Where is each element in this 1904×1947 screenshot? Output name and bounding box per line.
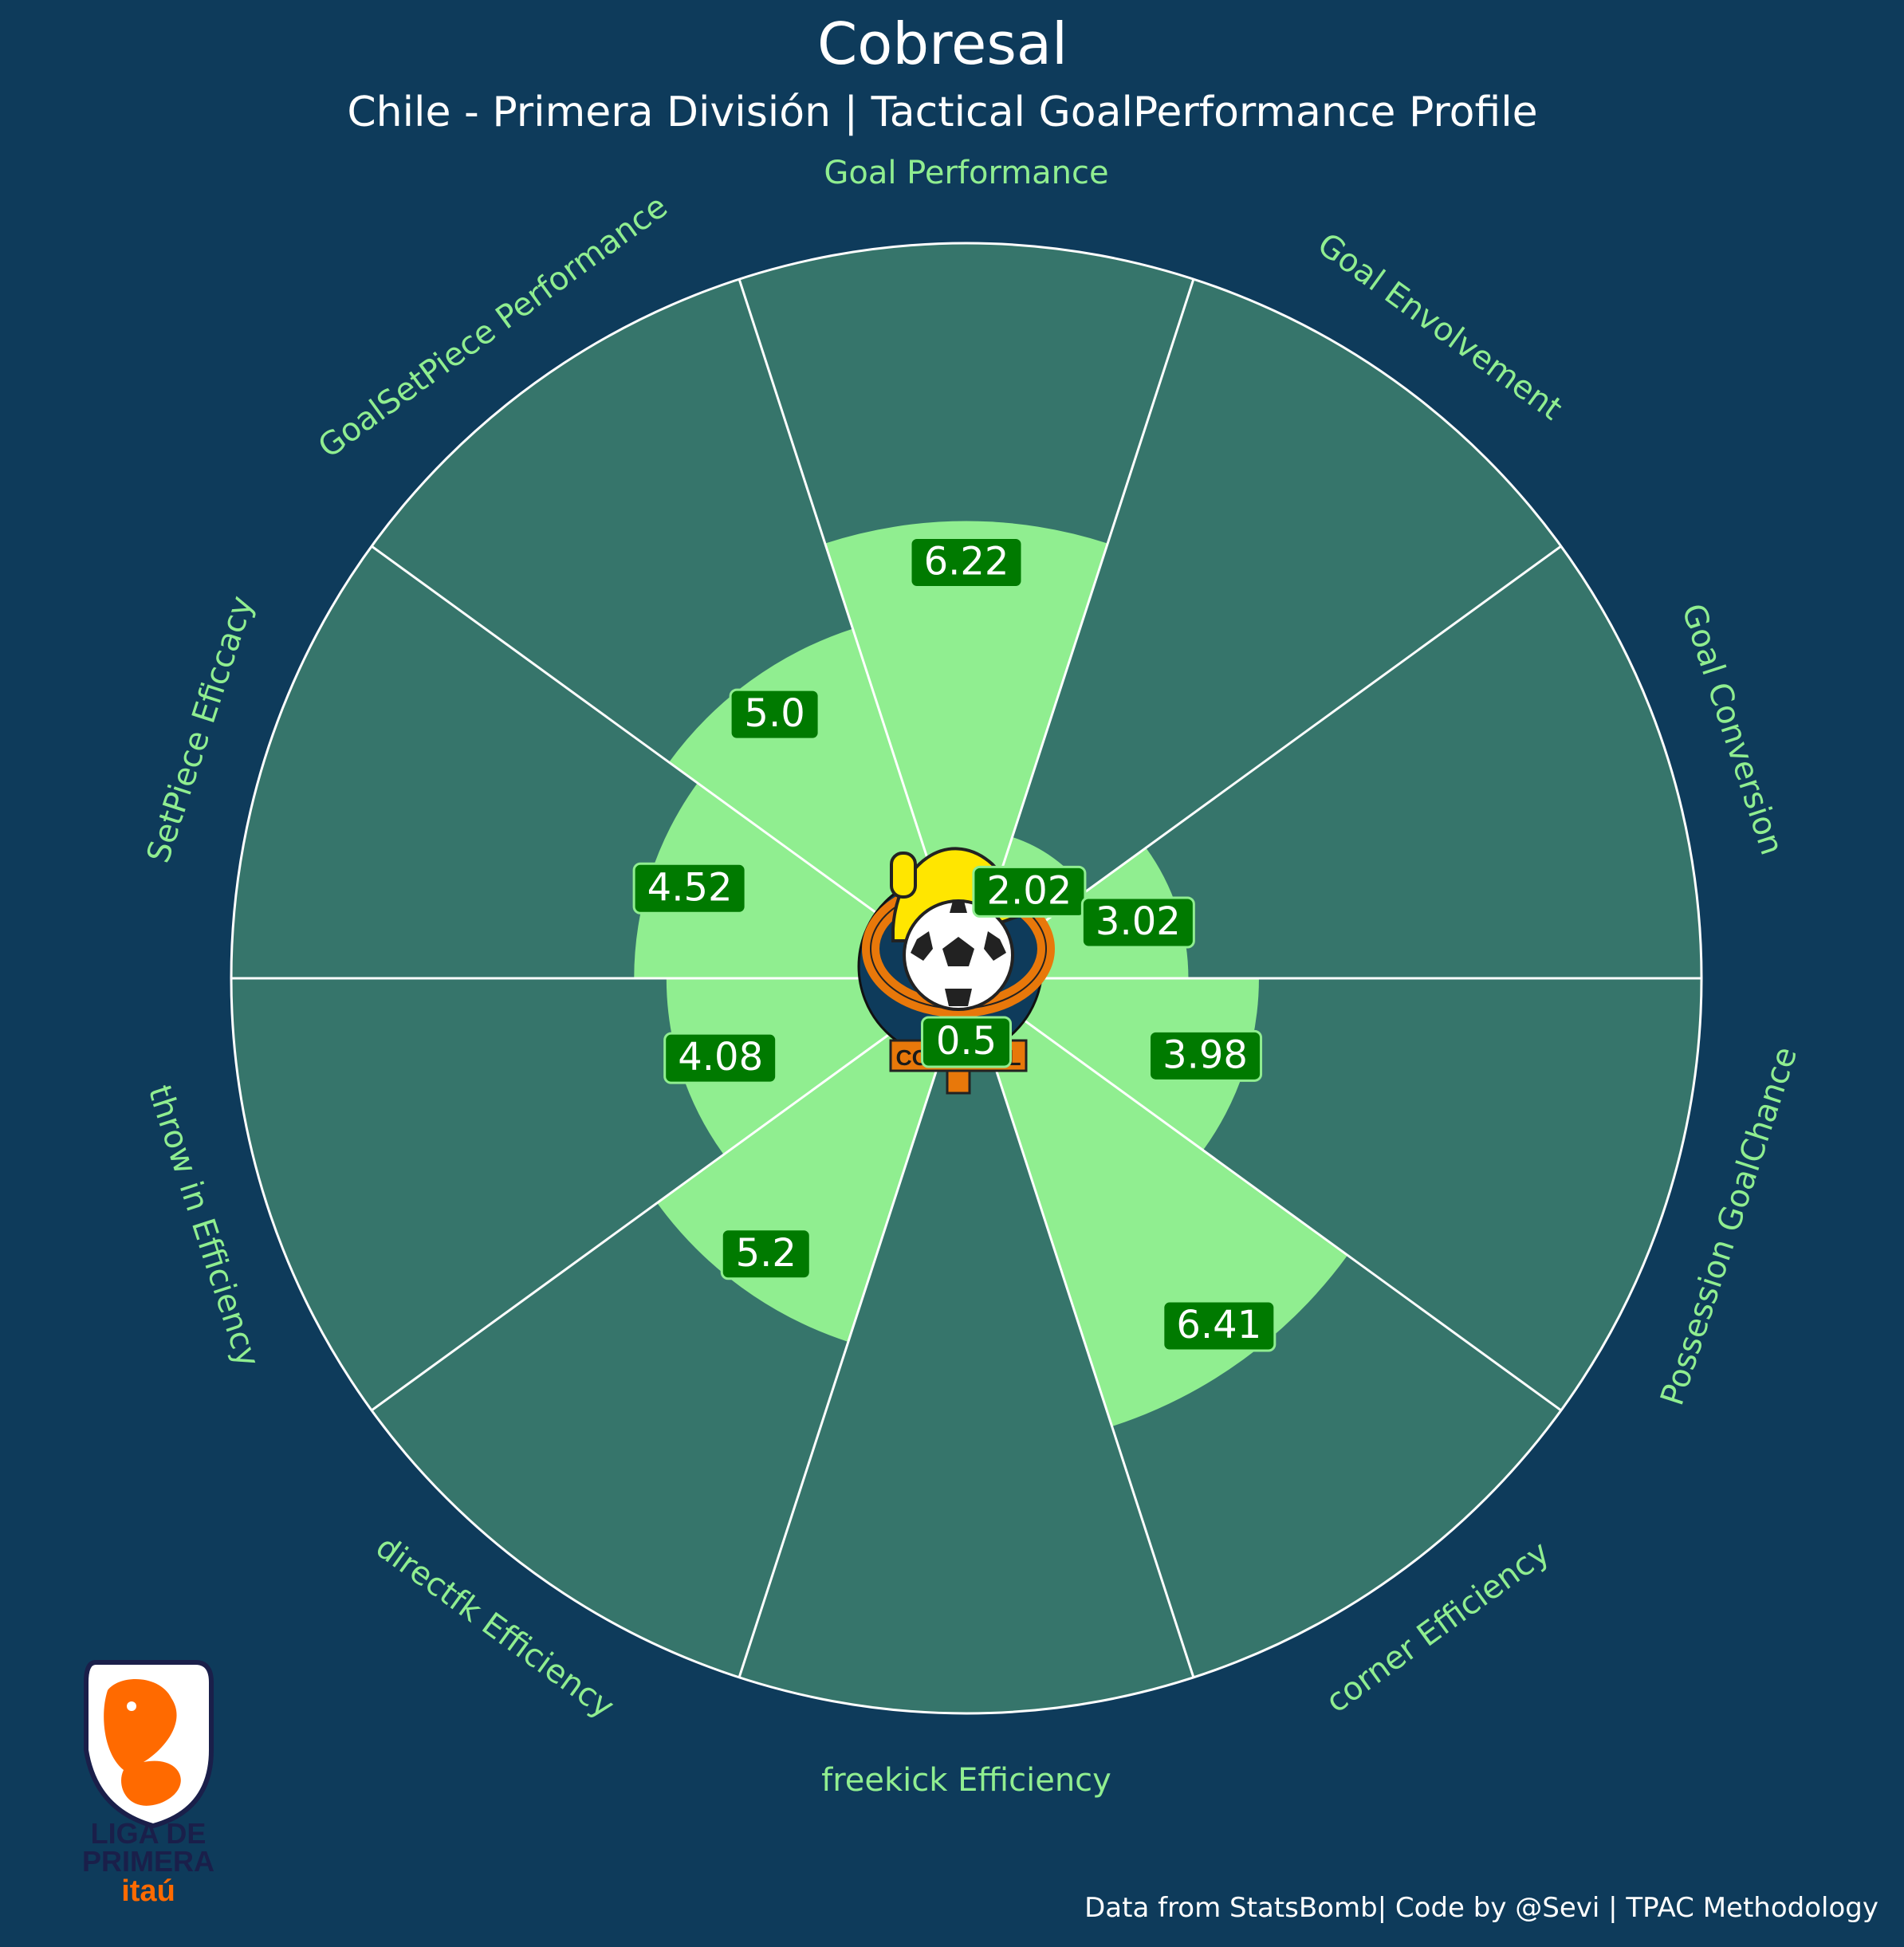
value-label-setpiece-eficcacy: 4.52 — [632, 862, 747, 914]
divider-line — [371, 545, 967, 980]
divider-line — [965, 977, 1195, 1678]
outer-ring — [230, 242, 1703, 1715]
chart-subtitle: Chile - Primera División | Tactical Goal… — [347, 88, 1537, 136]
team-badge-logo: COBRESAL — [857, 847, 1055, 1095]
value-label-text: 3.98 — [1162, 1032, 1248, 1077]
axis-label-goal-performance: Goal Performance — [824, 155, 1108, 191]
value-label-text: 3.02 — [1096, 899, 1181, 944]
value-label-goal-conversion: 3.02 — [1080, 896, 1195, 949]
bar-possession-goalchance — [966, 978, 1259, 1150]
value-label-text: 0.5 — [936, 1019, 997, 1064]
value-label-box — [632, 862, 747, 914]
value-label-box — [921, 1016, 1012, 1068]
value-label-box — [663, 1032, 778, 1084]
league-logo-line1: LIGA DE — [91, 1817, 207, 1850]
value-label-possession-goalchance: 3.98 — [1148, 1029, 1263, 1082]
value-label-layer: 6.22 2.02 3.02 3.98 6.41 0.5 5.2 4.08 4.52 5.0 — [632, 537, 1277, 1352]
value-label-text: 4.52 — [647, 865, 733, 910]
value-label-corner-efficiency: 6.41 — [1162, 1300, 1277, 1352]
divider-line — [965, 278, 1195, 979]
bar-goal-performance — [824, 521, 1108, 978]
axis-label-goal-conversion: Goal Conversion — [1674, 600, 1790, 859]
axis-label-setpiece-eficcacy: SetPiece Eficcacy — [140, 592, 261, 867]
sector-goal-envolvement — [966, 279, 1561, 979]
footer-credit: Data from StatsBomb| Code by @Sevi | TPA… — [1084, 1892, 1878, 1924]
value-label-box — [1080, 896, 1195, 949]
league-logo: LIGA DE PRIMERA itaú — [82, 1660, 214, 1908]
value-label-box — [720, 1228, 812, 1280]
value-label-goal-performance: 6.22 — [909, 537, 1024, 589]
value-label-text: 5.2 — [736, 1231, 797, 1276]
value-label-throw-in-efficiency: 4.08 — [663, 1032, 778, 1084]
value-label-goalsetpiece-performance: 5.0 — [729, 688, 820, 741]
value-label-box — [1162, 1300, 1277, 1352]
value-label-text: 5.0 — [744, 691, 804, 736]
chart-title: Cobresal — [817, 10, 1068, 77]
value-label-box — [729, 688, 820, 741]
value-label-text: 6.22 — [924, 540, 1009, 584]
sector-freekick-efficiency — [739, 978, 1194, 1713]
value-label-freekick-efficiency: 0.5 — [921, 1016, 1012, 1068]
value-label-text: 6.41 — [1176, 1303, 1261, 1347]
axis-label-freekick-efficiency: freekick Efficiency — [821, 1762, 1111, 1799]
value-label-box — [1148, 1029, 1263, 1082]
value-label-box — [972, 865, 1087, 918]
divider-line — [738, 977, 968, 1678]
league-logo-line2: PRIMERA — [82, 1845, 214, 1878]
value-label-text: 2.02 — [986, 868, 1072, 913]
divider-line — [371, 977, 967, 1412]
league-logo-line3: itaú — [121, 1874, 175, 1908]
value-label-text: 4.08 — [678, 1035, 763, 1080]
value-label-directfk-efficiency: 5.2 — [720, 1228, 812, 1280]
value-label-box — [909, 537, 1024, 589]
divider-line — [966, 977, 1562, 1412]
value-label-goal-envolvement: 2.02 — [972, 865, 1087, 918]
